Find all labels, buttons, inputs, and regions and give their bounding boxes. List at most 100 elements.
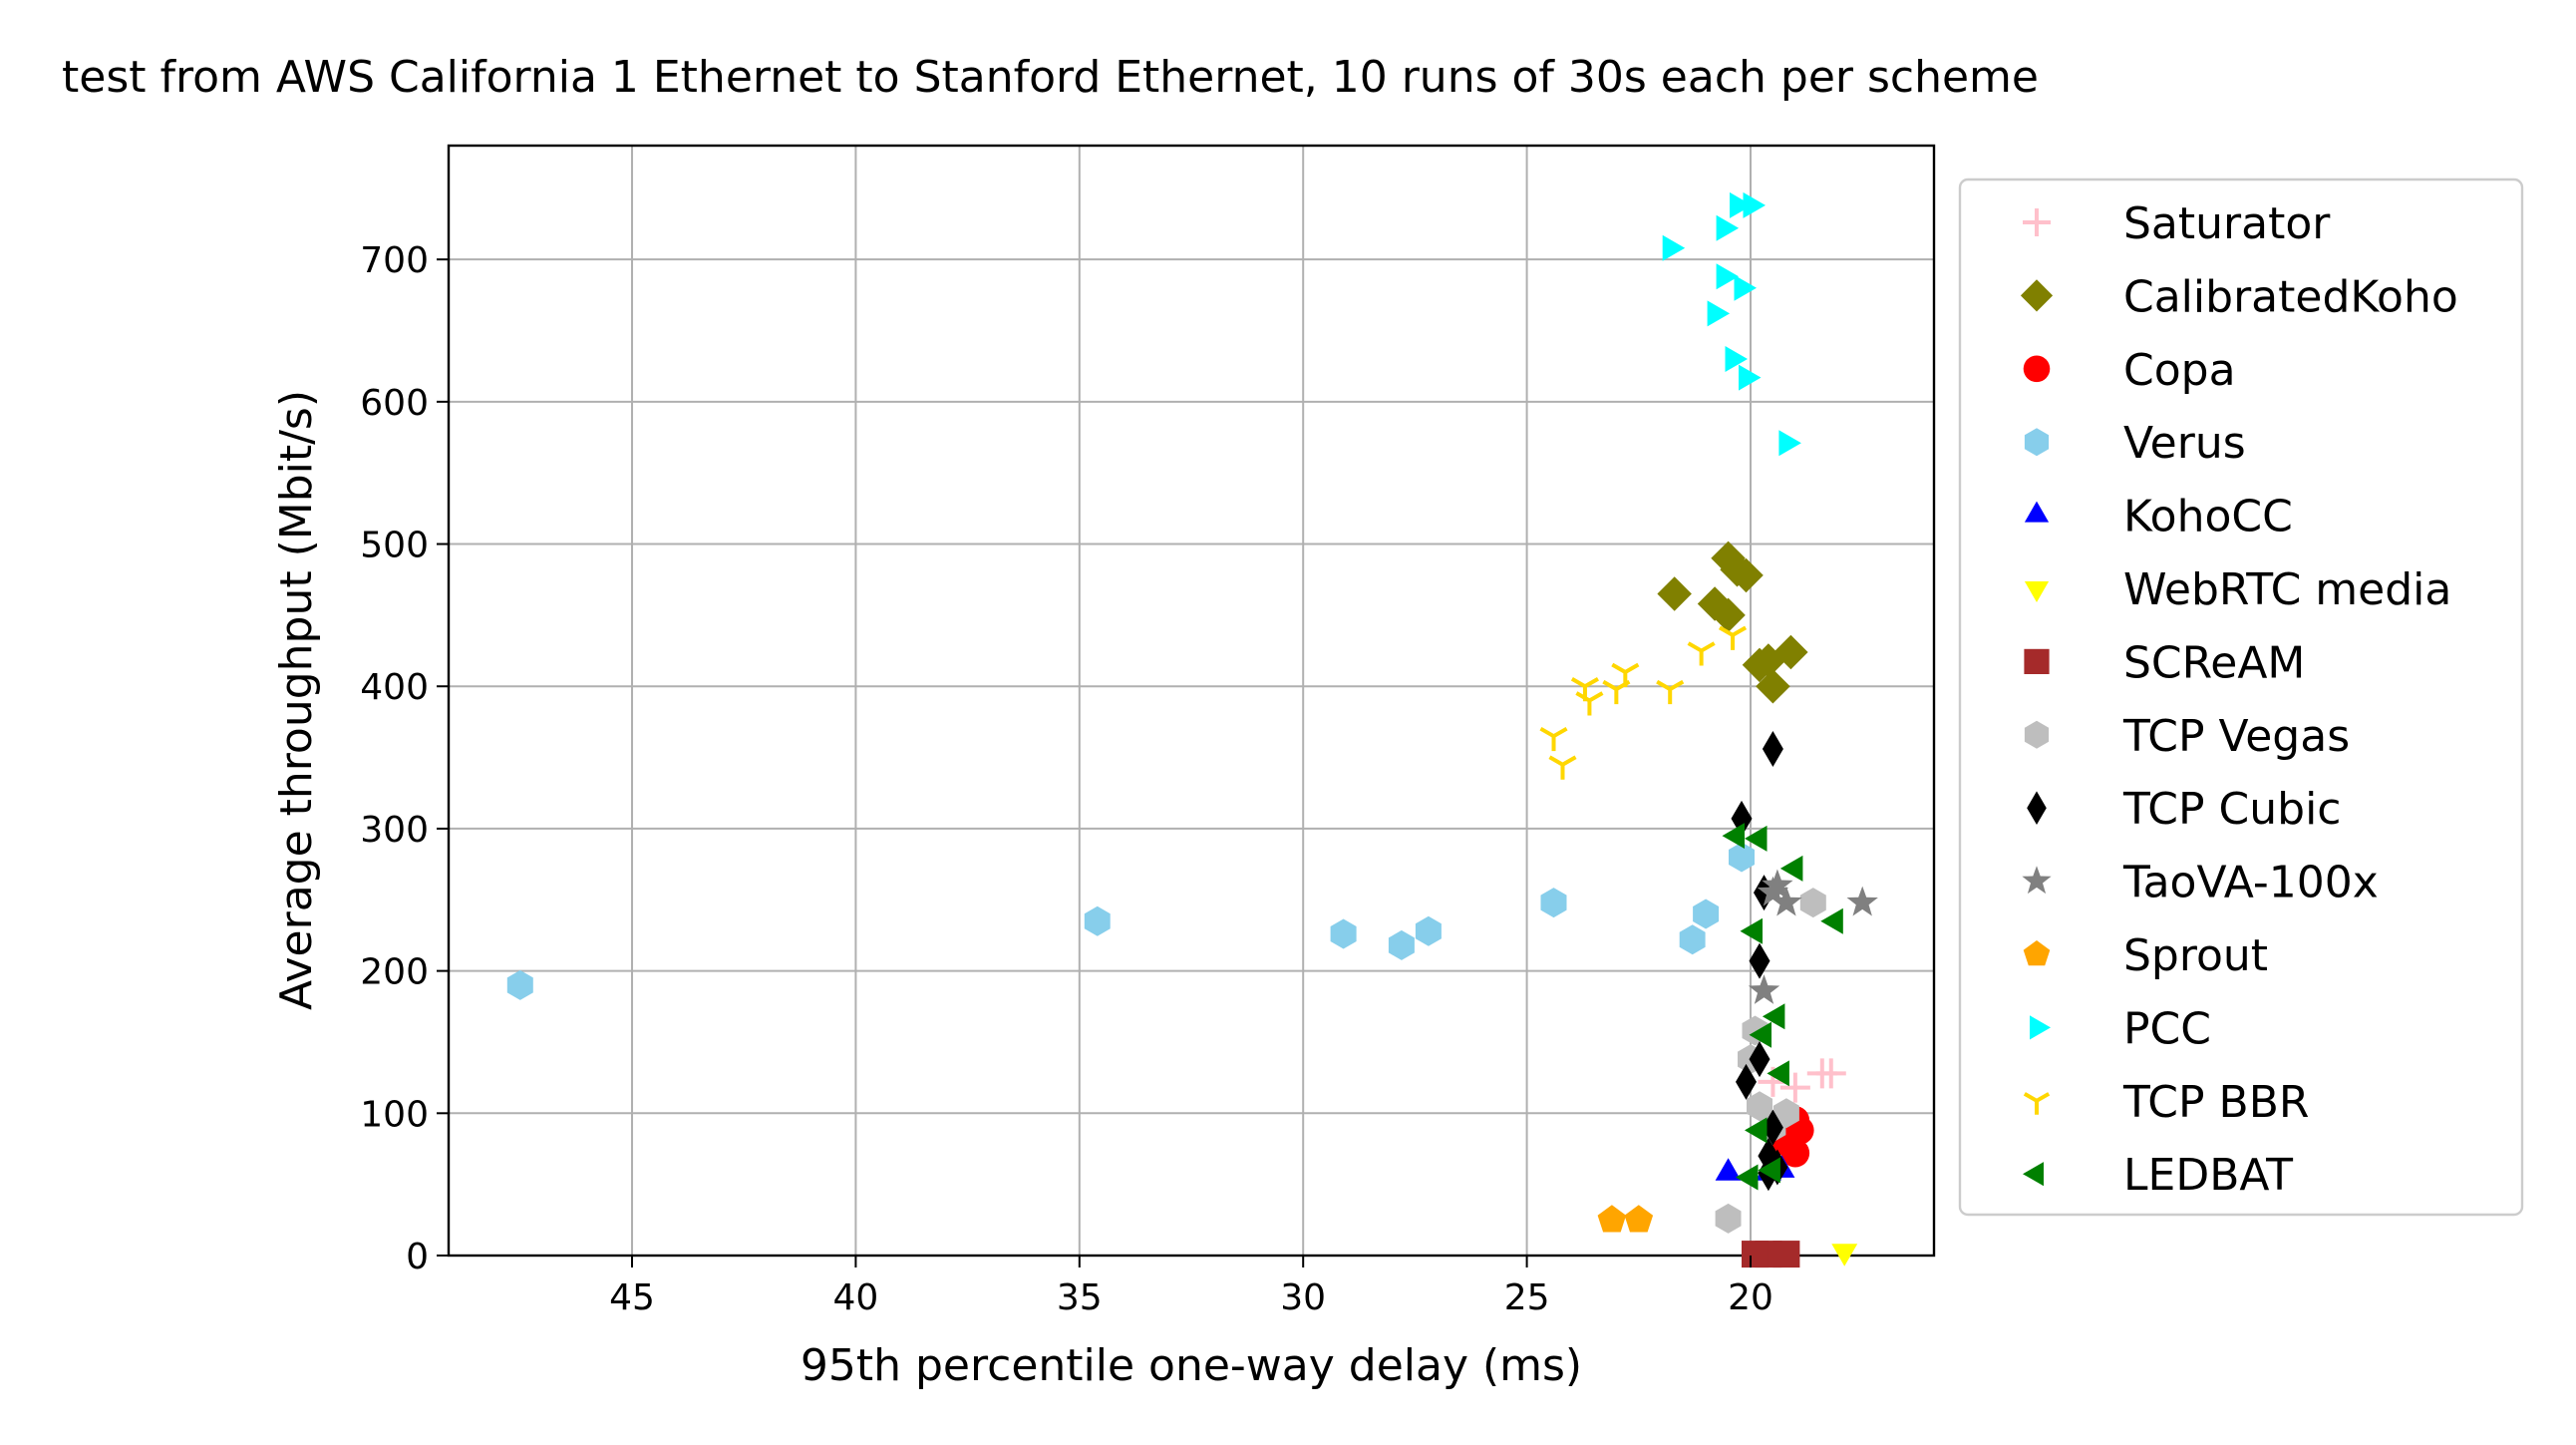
data-point <box>1742 647 1777 683</box>
data-point <box>1624 1205 1654 1233</box>
legend-item: Verus <box>2024 418 2246 469</box>
data-point <box>1831 1244 1858 1266</box>
data-point <box>1415 915 1442 946</box>
data-point <box>1741 1241 1769 1268</box>
data-point <box>1748 974 1780 1004</box>
x-tick-label: 20 <box>1728 1277 1773 1318</box>
data-point <box>1758 1157 1780 1184</box>
data-point <box>1718 625 1748 650</box>
data-point <box>1734 274 1757 301</box>
series-tcp-vegas <box>1715 888 1826 1234</box>
data-point <box>1749 1021 1771 1048</box>
data-point <box>1662 234 1686 261</box>
chart-title: test from AWS California 1 Ethernet to S… <box>62 52 2039 103</box>
data-point <box>1815 1058 1846 1089</box>
legend-label: PCC <box>2123 1003 2211 1054</box>
data-point <box>1771 886 1802 916</box>
y-axis-label: Average throughput (Mbit/s) <box>271 390 322 1010</box>
y-axis-ticks: 0 100 200 300 400 500 600 700 <box>360 240 449 1277</box>
data-point <box>1762 731 1783 767</box>
data-point <box>1722 823 1745 849</box>
data-point <box>1762 1003 1785 1030</box>
data-point <box>1745 825 1768 852</box>
legend-marker <box>2024 720 2050 749</box>
data-point <box>1540 888 1567 918</box>
data-point <box>1330 918 1357 949</box>
y-tick-label: 500 <box>360 526 429 566</box>
legend-label: TaoVA-100x <box>2122 858 2379 908</box>
data-point <box>1715 1158 1742 1181</box>
legend-marker <box>2020 279 2054 312</box>
y-tick-label: 200 <box>360 952 429 993</box>
data-point <box>1720 552 1755 587</box>
legend-item: KohoCC <box>2024 492 2293 542</box>
data-point <box>1707 300 1731 327</box>
data-point <box>1743 191 1766 218</box>
legend-item: LEDBAT <box>2023 1150 2293 1201</box>
legend-label: Saturator <box>2123 198 2331 249</box>
data-point <box>1736 1063 1757 1100</box>
legend-item: PCC <box>2030 1003 2211 1054</box>
data-point <box>1762 1109 1783 1146</box>
x-tick-label: 45 <box>609 1277 655 1318</box>
legend-marker <box>2024 581 2050 602</box>
legend-marker <box>2024 428 2050 457</box>
series-taova-100x <box>1748 869 1878 1004</box>
grid-lines <box>449 146 1934 1257</box>
data-point <box>1548 755 1577 780</box>
series-scream <box>1741 1241 1800 1268</box>
data-point <box>1820 907 1843 934</box>
legend-marker <box>2023 1092 2051 1115</box>
data-point <box>1773 634 1808 670</box>
x-axis-label: 95th percentile one-way delay (ms) <box>801 1340 1582 1391</box>
legend-label: TCP Vegas <box>2122 711 2350 762</box>
y-tick-label: 400 <box>360 667 429 708</box>
data-point <box>1799 888 1826 918</box>
legend-marker <box>2024 648 2050 674</box>
data-point <box>1749 942 1771 979</box>
legend-item: TCP Cubic <box>2027 784 2342 835</box>
y-tick-label: 600 <box>360 383 429 424</box>
data-markers <box>506 191 1878 1268</box>
legend-item: Sprout <box>2023 930 2268 981</box>
y-tick-label: 700 <box>360 240 429 281</box>
legend-label: Verus <box>2123 418 2246 469</box>
data-point <box>1693 899 1720 929</box>
data-point <box>1388 929 1415 960</box>
x-tick-label: 25 <box>1504 1277 1550 1318</box>
series-ledbat <box>1722 823 1843 1191</box>
legend-label: SCReAM <box>2123 637 2305 688</box>
legend-item: Copa <box>2023 345 2236 396</box>
series-saturator <box>1758 1058 1846 1103</box>
data-point <box>1779 855 1803 882</box>
legend-item: TaoVA-100x <box>2022 858 2379 908</box>
data-point <box>1539 726 1568 752</box>
series-verus <box>506 842 1755 1000</box>
data-point <box>1725 346 1748 372</box>
series-tcp-cubic <box>1731 731 1788 1192</box>
series-calibratedkoho <box>1657 541 1808 704</box>
data-point <box>1740 917 1763 944</box>
data-point <box>1084 905 1111 936</box>
legend-label: TCP BBR <box>2122 1077 2309 1128</box>
data-point <box>1729 842 1755 873</box>
series-sprout <box>1597 1205 1654 1233</box>
data-point <box>1736 1164 1759 1191</box>
legend-label: CalibratedKoho <box>2123 271 2458 322</box>
plot-area <box>447 144 1936 1258</box>
data-point <box>1716 263 1740 290</box>
data-point <box>1711 597 1746 633</box>
legend-item: WebRTC media <box>2024 564 2451 615</box>
legend-marker <box>2022 866 2052 895</box>
legend-label: TCP Cubic <box>2122 784 2342 835</box>
legend: Saturator CalibratedKoho Copa Verus KohoCC We… <box>1958 178 2524 1217</box>
data-point <box>1716 214 1740 241</box>
legend-marker <box>2023 1162 2044 1187</box>
y-tick-label: 100 <box>360 1094 429 1135</box>
x-tick-label: 30 <box>1280 1277 1326 1318</box>
legend-item: TCP Vegas <box>2024 711 2350 762</box>
legend-label: KohoCC <box>2123 492 2293 542</box>
legend-item: CalibratedKoho <box>2020 271 2458 322</box>
data-point <box>1656 679 1685 705</box>
